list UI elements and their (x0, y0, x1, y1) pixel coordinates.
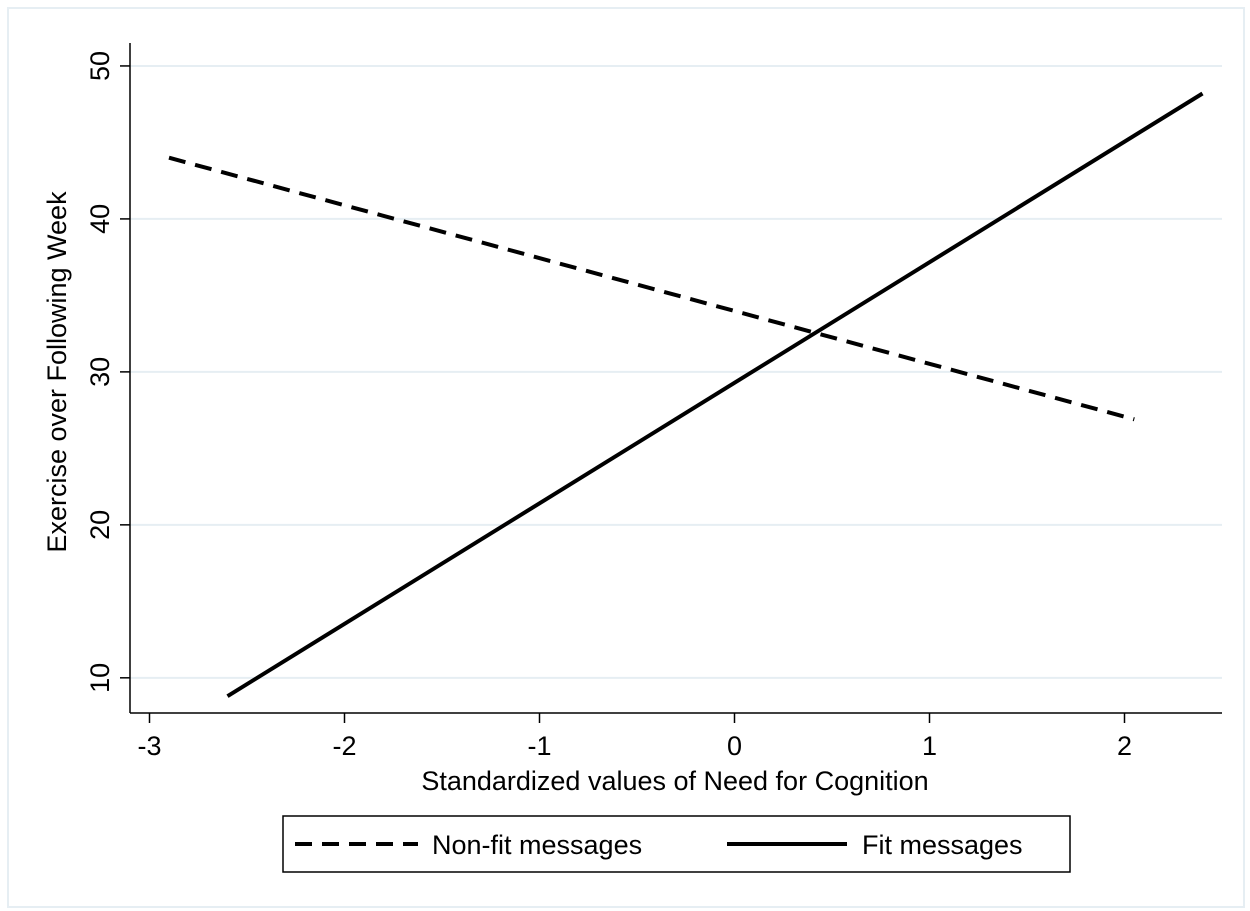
axes (120, 43, 1222, 723)
x-tick-label--3: -3 (137, 731, 161, 761)
tick-labels: 10 20 30 40 50 -3 -2 -1 0 1 2 (85, 51, 1132, 761)
y-tick-label-20: 20 (85, 510, 115, 540)
x-tick-label-2: 2 (1117, 731, 1132, 761)
series-line-fit (226, 91, 1204, 698)
x-tick-label--2: -2 (332, 731, 356, 761)
y-tick-label-10: 10 (85, 663, 115, 693)
y-tick-label-30: 30 (85, 357, 115, 387)
x-tick-label-1: 1 (922, 731, 937, 761)
y-axis-title: Exercise over Following Week (42, 191, 72, 553)
legend-label-non-fit: Non-fit messages (432, 830, 642, 860)
series-lines (168, 91, 1204, 698)
x-tick-label-0: 0 (727, 731, 742, 761)
outer-frame (7, 7, 1245, 908)
x-tick-label--1: -1 (527, 731, 551, 761)
y-tick-label-40: 40 (85, 204, 115, 234)
legend: Non-fit messages Fit messages (282, 815, 1071, 873)
x-axis-title: Standardized values of Need for Cognitio… (421, 766, 928, 796)
gridlines (130, 64, 1222, 679)
y-tick-label-50: 50 (85, 51, 115, 81)
legend-label-fit: Fit messages (862, 830, 1023, 860)
series-line-non-fit (168, 155, 1135, 422)
